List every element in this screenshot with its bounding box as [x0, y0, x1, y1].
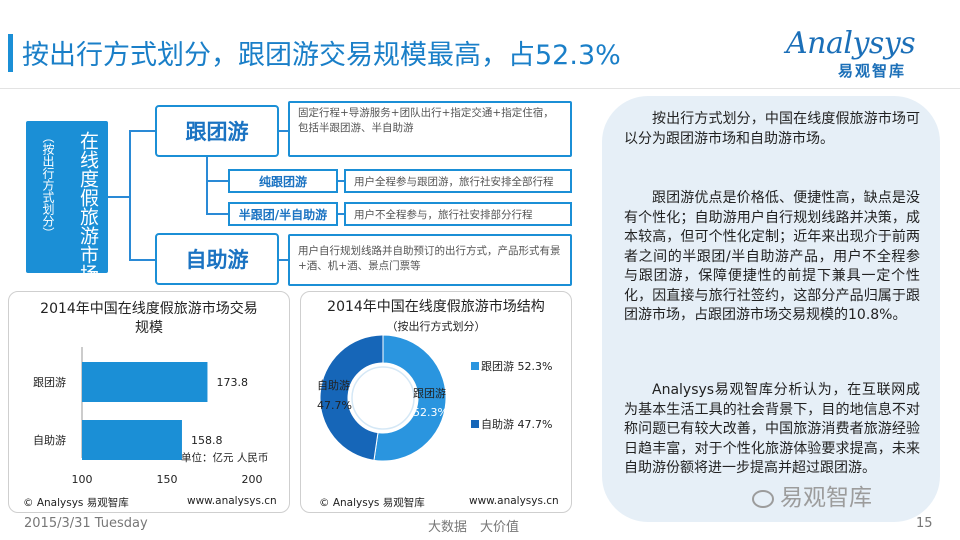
- bar-chart-url: www.analysys.cn: [187, 495, 277, 507]
- donut-legend-swatch: [471, 420, 479, 428]
- watermark: 易观智库: [752, 478, 872, 512]
- watermark-text: 易观智库: [780, 485, 872, 511]
- donut-chart-url: www.analysys.cn: [469, 495, 559, 507]
- bar-2: [82, 420, 182, 460]
- bar-category-label: 跟团游: [33, 376, 66, 389]
- header-divider: [0, 88, 960, 89]
- footer-page-number: 15: [916, 516, 933, 531]
- donut-slice-1: [373, 334, 447, 462]
- donut-label-value: 47.7%: [317, 399, 352, 412]
- logo-wordmark: Analysys: [786, 26, 916, 61]
- analysis-panel: 按出行方式划分，中国在线度假旅游市场可以分为跟团游市场和自助游市场。 跟团游优点…: [602, 96, 940, 522]
- donut-label-name: 自助游: [317, 378, 350, 392]
- category-group-tour-desc: 固定行程+导游服务+团队出行+指定交通+指定住宿，包括半跟团游、半自助游: [288, 101, 572, 157]
- connector-line: [278, 259, 288, 261]
- connector-line: [206, 213, 228, 215]
- subtype-pure-group: 纯跟团游: [228, 169, 338, 193]
- bar-chart-svg: 跟团游 173.8 自助游 158.8 单位：亿元 人民币 100 150 200: [33, 347, 268, 486]
- connector-line: [108, 196, 130, 198]
- analysys-logo: Analysys 易观智库: [786, 26, 936, 86]
- donut-chart-svg: 跟团游 52.3% 自助游 47.7% 跟团游 52.3% 自助游 47.7%: [317, 334, 552, 462]
- subtype-semi-group-desc: 用户不全程参与，旅行社安排部分行程: [344, 202, 572, 226]
- donut-hole: [351, 366, 415, 430]
- donut-legend-swatch: [471, 362, 479, 370]
- donut-chart-source: © Analysys 易观智库: [319, 497, 425, 509]
- market-structure-box: 在线度假旅游市场结构 （按出行方式划分）: [26, 121, 108, 321]
- connector-line: [206, 156, 208, 214]
- subtype-semi-group: 半跟团/半自助游: [228, 202, 338, 226]
- bar-x-tick-label: 200: [242, 473, 263, 486]
- bar-chart-panel: 2014年中国在线度假旅游市场交易规模 跟团游 173.8 自助游 158.8 单位：亿…: [8, 291, 290, 513]
- connector-line: [338, 180, 344, 182]
- donut-chart-title: 2014年中国在线度假旅游市场结构: [327, 299, 545, 315]
- footer-slogan: 大数据 大价值: [428, 520, 520, 535]
- bar-chart-title: 2014年中国在线度假旅游市场交易规模: [40, 301, 258, 336]
- bar-x-tick-label: 150: [157, 473, 178, 486]
- structure-sub-label: （按出行方式划分）: [41, 131, 55, 239]
- wechat-icon: [752, 489, 774, 508]
- bar-chart-source: © Analysys 易观智库: [23, 497, 129, 509]
- bar-unit-note: 单位：亿元 人民币: [181, 451, 268, 464]
- category-self-guided-desc: 用户自行规划线路并自助预订的出行方式，产品形式有景+酒、机+酒、景点门票等: [288, 234, 572, 286]
- bar-x-tick-label: 100: [72, 473, 93, 486]
- donut-legend-label: 自助游 47.7%: [481, 417, 552, 431]
- slide-title: 按出行方式划分，跟团游交易规模最高，占52.3%: [22, 40, 621, 71]
- analysis-paragraph-2: 跟团游优点是价格低、便捷性高，缺点是没有个性化；自助游用户自行规划线路并决策，成…: [624, 190, 920, 323]
- connector-line: [206, 180, 228, 182]
- donut-slice-2: [319, 334, 384, 461]
- logo-subtitle: 易观智库: [838, 62, 907, 80]
- bar-1: [82, 362, 208, 402]
- donut-chart-subtitle: （按出行方式划分）: [386, 320, 486, 333]
- bar-value-label: 173.8: [216, 376, 248, 389]
- category-group-tour: 跟团游: [155, 105, 279, 157]
- connector-line: [338, 213, 344, 215]
- structure-main-label: 在线度假旅游市场结构: [77, 131, 99, 321]
- analysis-paragraph-1: 按出行方式划分，中国在线度假旅游市场可以分为跟团游市场和自助游市场。: [624, 111, 920, 147]
- connector-line: [278, 130, 288, 132]
- donut-chart-panel: 2014年中国在线度假旅游市场结构 （按出行方式划分） 跟团游 52.3% 自助游 4…: [300, 291, 572, 513]
- connector-line: [129, 130, 131, 260]
- title-accent-bar: [8, 34, 13, 72]
- category-self-guided: 自助游: [155, 233, 279, 285]
- connector-line: [129, 130, 155, 132]
- donut-label-value: 52.3%: [413, 406, 448, 419]
- analysis-paragraph-3: Analysys易观智库分析认为，在互联网成为基本生活工具的社会背景下，目的地信…: [624, 382, 920, 476]
- donut-label-name: 跟团游: [413, 387, 446, 400]
- bar-value-label: 158.8: [191, 434, 223, 447]
- connector-line: [129, 259, 155, 261]
- bar-category-label: 自助游: [33, 433, 66, 447]
- subtype-pure-group-desc: 用户全程参与跟团游，旅行社安排全部行程: [344, 169, 572, 193]
- donut-legend-label: 跟团游 52.3%: [481, 360, 552, 373]
- footer-date: 2015/3/31 Tuesday: [24, 516, 148, 531]
